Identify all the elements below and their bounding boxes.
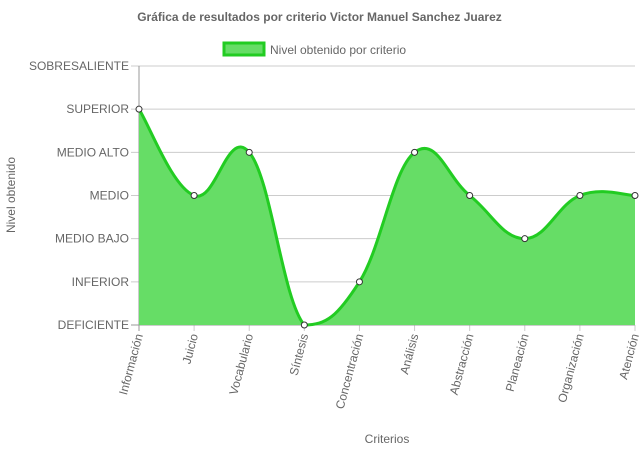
y-tick-label: MEDIO ALTO: [57, 145, 129, 159]
data-point[interactable]: [245, 148, 253, 156]
x-tick-label: Análisis: [397, 332, 421, 376]
y-tick-label: INFERIOR: [72, 275, 130, 289]
series-area: [137, 108, 636, 327]
x-tick-label: Planeación: [503, 332, 532, 393]
y-tick-label: MEDIO BAJO: [55, 232, 129, 246]
legend[interactable]: Nivel obtenido por criterio: [222, 41, 406, 57]
x-axis-title: Criterios: [365, 432, 410, 446]
data-points: [135, 105, 639, 329]
x-tick-label: Abstracción: [447, 332, 477, 396]
x-axis-ticks: Información Juicio Vocabulario Síntesis Conc…: [116, 332, 639, 411]
y-tick-label: MEDIO: [90, 189, 129, 203]
y-axis-ticks: DEFICIENTE INFERIOR MEDIO BAJO MEDIO MEDIO A…: [29, 59, 129, 332]
data-point[interactable]: [190, 192, 198, 199]
data-point[interactable]: [521, 235, 529, 243]
data-point[interactable]: [300, 321, 308, 329]
y-tick-label: SUPERIOR: [66, 102, 129, 116]
x-tick-label: Síntesis: [287, 332, 312, 377]
x-tick-label: Información: [116, 332, 146, 396]
y-tick-label: SOBRESALIENTE: [29, 59, 129, 73]
legend-label: Nivel obtenido por criterio: [270, 43, 406, 57]
data-point[interactable]: [576, 192, 584, 199]
x-tick-label: Concentración: [333, 332, 367, 410]
data-point[interactable]: [135, 105, 143, 113]
series-fill: [139, 109, 635, 326]
x-tick-label: Juicio: [180, 332, 202, 366]
series-line: [137, 108, 636, 327]
x-tick-label: Organización: [555, 332, 587, 404]
y-axis-title: Nivel obtenido: [4, 157, 18, 233]
chart-title: Gráfica de resultados por criterio Victo…: [137, 10, 502, 24]
legend-swatch: [222, 41, 266, 57]
data-point[interactable]: [355, 278, 363, 286]
data-point[interactable]: [466, 192, 474, 199]
data-point[interactable]: [631, 192, 639, 199]
x-tick-label: Atención: [616, 332, 639, 381]
data-point[interactable]: [411, 148, 419, 156]
x-tick-label: Vocabulario: [226, 332, 256, 397]
y-tick-label: DEFICIENTE: [58, 318, 129, 332]
